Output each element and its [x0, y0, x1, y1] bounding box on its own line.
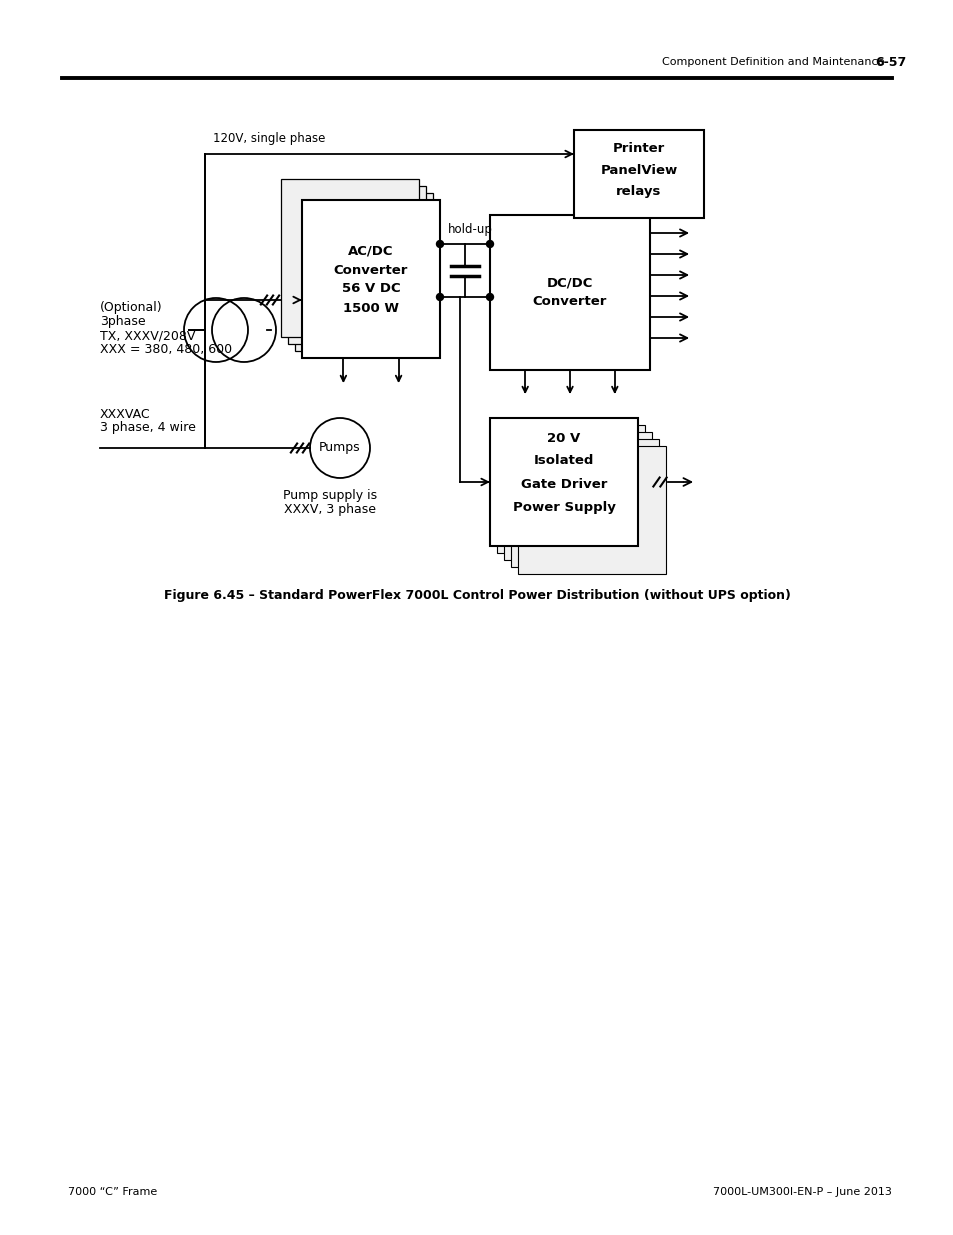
Bar	[574, 130, 703, 219]
Text: Power Supply: Power Supply	[512, 500, 615, 514]
Text: 56 V DC: 56 V DC	[341, 283, 400, 295]
Text: XXXVAC: XXXVAC	[100, 408, 151, 420]
Text: XXXV, 3 phase: XXXV, 3 phase	[284, 504, 375, 516]
Text: 1500 W: 1500 W	[343, 301, 398, 315]
Text: XXX = 380, 480, 600: XXX = 380, 480, 600	[100, 343, 232, 357]
Circle shape	[486, 241, 493, 247]
Circle shape	[436, 294, 443, 300]
Text: 7000 “C” Frame: 7000 “C” Frame	[68, 1187, 157, 1197]
Bar	[294, 193, 433, 351]
Text: Pumps: Pumps	[319, 441, 360, 454]
Text: 3 phase, 4 wire: 3 phase, 4 wire	[100, 421, 195, 435]
Text: AC/DC: AC/DC	[348, 245, 394, 258]
Circle shape	[436, 241, 443, 247]
Text: 7000L-UM300I-EN-P – June 2013: 7000L-UM300I-EN-P – June 2013	[713, 1187, 891, 1197]
Text: Figure 6.45 – Standard PowerFlex 7000L Control Power Distribution (without UPS o: Figure 6.45 – Standard PowerFlex 7000L C…	[163, 589, 790, 603]
Bar	[517, 446, 665, 574]
Text: hold-up: hold-up	[447, 224, 492, 236]
Text: Isolated: Isolated	[534, 454, 594, 468]
Bar	[490, 215, 649, 370]
Bar	[281, 179, 418, 337]
Text: 6-57: 6-57	[874, 56, 905, 68]
Text: Printer: Printer	[612, 142, 664, 154]
Text: PanelView: PanelView	[599, 163, 677, 177]
Text: Component Definition and Maintenance: Component Definition and Maintenance	[661, 57, 883, 67]
Text: Converter: Converter	[334, 263, 408, 277]
Text: DC/DC: DC/DC	[546, 277, 593, 290]
Text: Converter: Converter	[533, 295, 606, 308]
Bar	[497, 425, 644, 553]
Bar	[288, 186, 426, 345]
Text: TX, XXXV/208V: TX, XXXV/208V	[100, 330, 195, 342]
Text: 120V, single phase: 120V, single phase	[213, 132, 325, 144]
Bar	[302, 200, 439, 358]
Bar	[511, 438, 659, 567]
Text: 3phase: 3phase	[100, 315, 146, 329]
Circle shape	[486, 294, 493, 300]
Text: relays: relays	[616, 185, 661, 199]
Bar	[490, 417, 638, 546]
Bar	[503, 432, 651, 559]
Text: Pump supply is: Pump supply is	[283, 489, 376, 503]
Text: 20 V: 20 V	[547, 431, 580, 445]
Text: (Optional): (Optional)	[100, 301, 162, 315]
Text: Gate Driver: Gate Driver	[520, 478, 606, 490]
